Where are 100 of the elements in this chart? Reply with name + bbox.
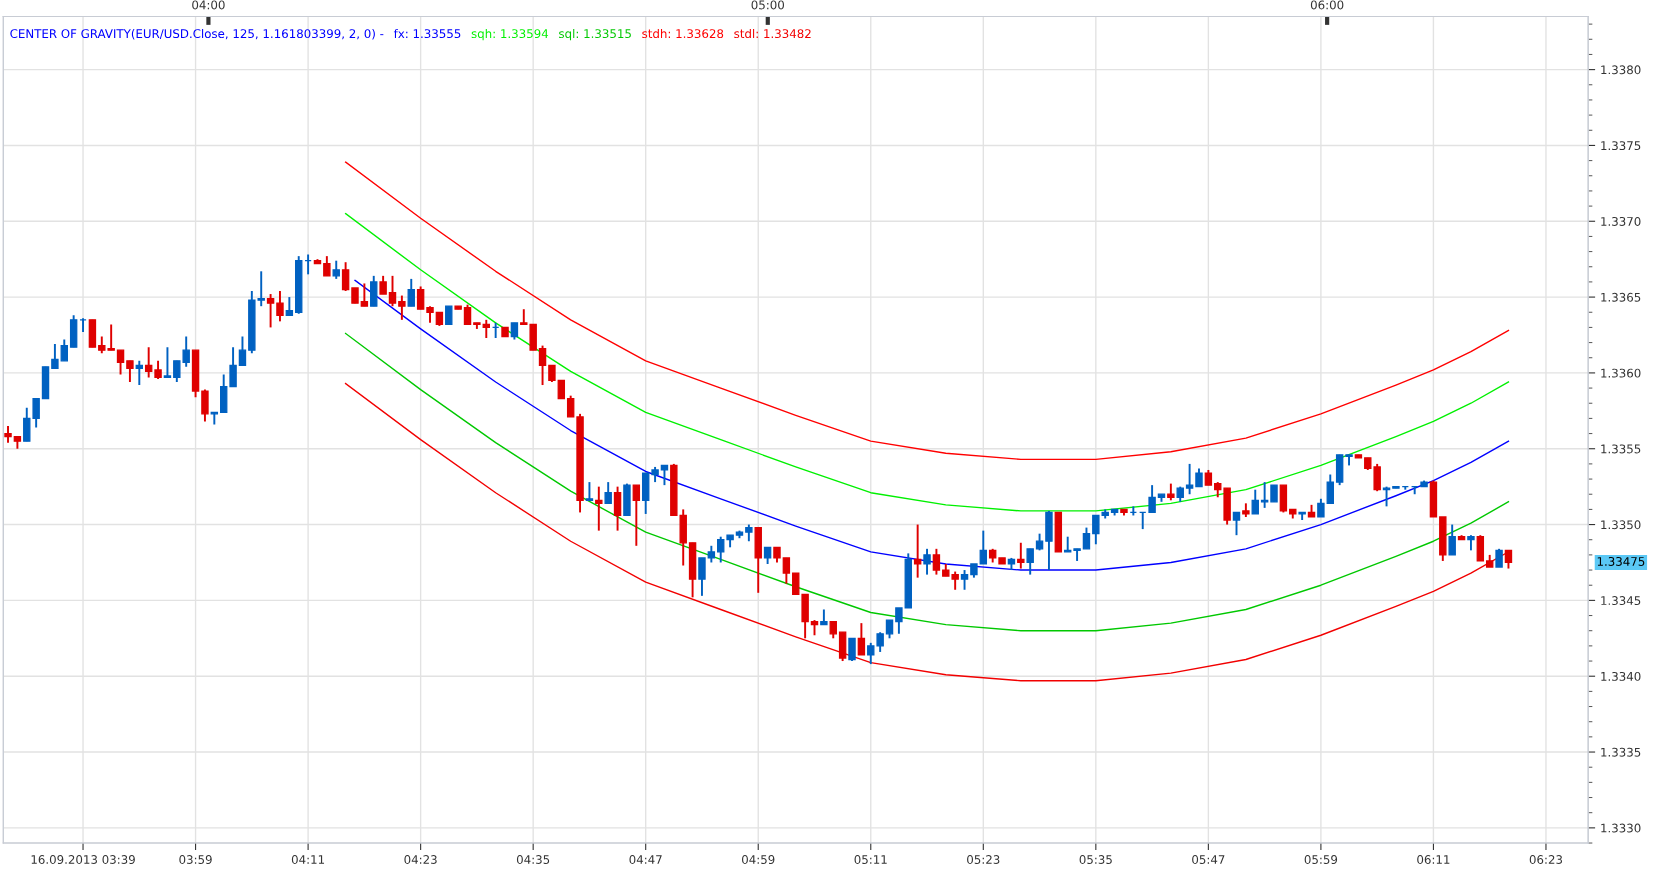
text: CENTER OF GRAVITY(EUR/USD.Close, 125, 1.161803399, 2, 0) - bbox=[10, 28, 384, 40]
candlestick bbox=[238, 335, 247, 367]
candlestick bbox=[792, 572, 800, 596]
x-tick-label: 16.09.2013 03:39 bbox=[31, 855, 135, 864]
candlestick bbox=[323, 255, 331, 277]
candlestick bbox=[116, 349, 125, 376]
x-tick-label: 03:59 bbox=[179, 855, 212, 864]
candlestick bbox=[482, 318, 490, 339]
candlestick bbox=[632, 484, 641, 547]
candlestick bbox=[229, 346, 237, 388]
candlestick bbox=[154, 359, 162, 380]
candlestick bbox=[923, 547, 931, 576]
text: sqh: 1.33594 bbox=[471, 28, 549, 41]
candlestick bbox=[1504, 549, 1513, 570]
candlestick bbox=[1251, 488, 1259, 515]
candlestick bbox=[1326, 473, 1334, 505]
candlestick bbox=[163, 346, 172, 379]
candlestick bbox=[848, 637, 856, 663]
candlestick bbox=[1185, 462, 1194, 496]
y-tick-label: 1.3350 bbox=[1601, 520, 1641, 530]
candlestick bbox=[341, 261, 350, 292]
text: stdh: 1.33628 bbox=[642, 28, 724, 39]
candlestick bbox=[1495, 547, 1503, 568]
candlestick bbox=[1148, 484, 1156, 514]
line-series bbox=[354, 279, 1510, 571]
candlestick bbox=[538, 344, 547, 387]
y-tick-label: 1.3335 bbox=[1601, 747, 1641, 757]
candlestick bbox=[1063, 535, 1072, 553]
candlestick bbox=[895, 607, 903, 635]
candlestick bbox=[135, 359, 144, 387]
candlestick bbox=[566, 394, 575, 418]
candlestick bbox=[932, 547, 941, 576]
candlestick bbox=[913, 523, 922, 579]
line-series bbox=[344, 161, 1510, 461]
x-tick-label: 04:59 bbox=[742, 855, 775, 864]
y-tick-label: 1.3340 bbox=[1601, 671, 1641, 681]
candlestick bbox=[885, 619, 894, 640]
text: stdl: 1.33482 bbox=[734, 28, 811, 39]
candlestick bbox=[379, 274, 387, 296]
candlestick bbox=[445, 305, 453, 326]
y-tick-label: 1.3360 bbox=[1601, 368, 1641, 378]
candlestick bbox=[660, 464, 669, 487]
x-tick-label: 05:35 bbox=[1079, 855, 1112, 864]
candlestick bbox=[276, 290, 284, 323]
candlestick bbox=[1017, 541, 1025, 570]
y-tick-label: 1.3365 bbox=[1601, 292, 1641, 302]
line-series bbox=[344, 332, 1510, 632]
text: 1.33475 bbox=[1597, 556, 1645, 566]
candlestick bbox=[782, 556, 791, 585]
candlestick bbox=[1448, 523, 1456, 556]
candlestick bbox=[407, 277, 415, 308]
y-tick-label: 1.3355 bbox=[1601, 444, 1641, 454]
candlestick bbox=[416, 285, 425, 311]
candlestick bbox=[463, 303, 472, 326]
candlestick bbox=[604, 481, 612, 505]
text: fx: 1.33555 bbox=[393, 28, 461, 39]
candlestick bbox=[51, 343, 59, 370]
x-tick-label: 06:11 bbox=[1417, 855, 1450, 864]
candlestick bbox=[388, 274, 397, 308]
y-tick-label: 1.3375 bbox=[1601, 141, 1641, 151]
candlestick bbox=[979, 529, 988, 565]
candlestick bbox=[613, 485, 622, 532]
x-tick-label: 05:47 bbox=[1192, 855, 1225, 864]
candlestick bbox=[1082, 526, 1091, 550]
candlestick bbox=[332, 259, 340, 280]
x-tick-label: 05:11 bbox=[854, 855, 887, 864]
candlestick bbox=[360, 282, 369, 308]
x2-tick-label: 04:00 bbox=[192, 0, 225, 10]
candlestick bbox=[1232, 511, 1241, 537]
candlestick bbox=[1026, 547, 1034, 576]
x-tick-label: 04:23 bbox=[404, 855, 437, 864]
candlestick bbox=[557, 379, 566, 400]
y-tick-label: 1.3380 bbox=[1601, 65, 1641, 75]
x2-tick-label: 06:00 bbox=[1310, 0, 1344, 10]
candlestick bbox=[398, 294, 406, 321]
y-tick-label: 1.3345 bbox=[1601, 596, 1641, 606]
x-tick-label: 04:47 bbox=[629, 855, 662, 864]
y-tick-label: 1.3330 bbox=[1601, 823, 1641, 833]
candlestick bbox=[126, 359, 134, 383]
candlestick bbox=[698, 556, 706, 597]
x-tick-label: 04:35 bbox=[516, 855, 550, 864]
candlestick bbox=[595, 485, 603, 532]
candlestick bbox=[717, 535, 725, 564]
candlestick bbox=[585, 481, 594, 502]
candlestick bbox=[266, 293, 275, 329]
candlestick bbox=[857, 622, 866, 656]
x2-tick-label: 05:00 bbox=[751, 0, 784, 10]
x-tick-label: 04:11 bbox=[291, 855, 325, 864]
candlestick bbox=[960, 569, 969, 591]
x-tick-label: 05:59 bbox=[1304, 855, 1338, 864]
y-tick-label: 1.3370 bbox=[1601, 216, 1641, 226]
candlestick bbox=[60, 338, 69, 362]
candlestick bbox=[1195, 467, 1203, 488]
x-tick-label: 06:23 bbox=[1529, 855, 1563, 864]
candlestick bbox=[1317, 497, 1325, 518]
line-series bbox=[344, 212, 1510, 512]
candlestick bbox=[144, 346, 153, 379]
x-tick-label: 05:23 bbox=[967, 855, 1000, 864]
text: sql: 1.33515 bbox=[559, 28, 631, 41]
candlestick bbox=[285, 296, 294, 317]
